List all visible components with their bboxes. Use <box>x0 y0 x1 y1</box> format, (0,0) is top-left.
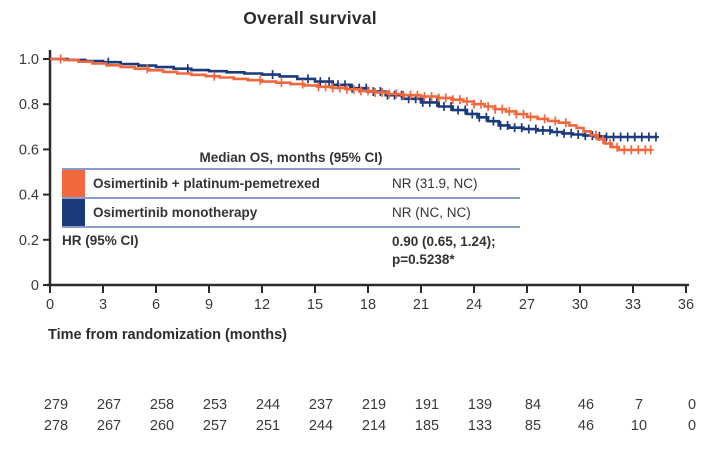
risk-count: 219 <box>362 397 386 413</box>
inset-row-value: NR (31.9, NC) <box>392 176 478 191</box>
x-tick-label: 33 <box>625 297 641 313</box>
inset-table-header: Median OS, months (95% CI) <box>62 149 520 170</box>
x-axis-title: Time from randomization (months) <box>48 327 287 343</box>
x-tick-label: 18 <box>360 297 376 313</box>
x-tick-label: 36 <box>678 297 694 313</box>
x-tick-label: 24 <box>466 297 482 313</box>
x-tick-label: 30 <box>572 297 588 313</box>
inset-median-table: Median OS, months (95% CI) Osimertinib +… <box>62 149 520 268</box>
risk-count: 10 <box>631 418 647 434</box>
y-tick-label: 0.2 <box>19 233 39 249</box>
x-tick-label: 21 <box>413 297 429 313</box>
risk-count: 267 <box>97 418 121 434</box>
risk-count: 278 <box>44 418 68 434</box>
risk-count: 185 <box>415 418 439 434</box>
inset-row-label: Osimertinib monotherapy <box>93 205 258 220</box>
legend-swatch-mono-icon <box>62 199 85 226</box>
legend-swatch-combo-icon <box>62 170 85 197</box>
risk-count: 139 <box>468 397 492 413</box>
inset-row-label: Osimertinib + platinum-pemetrexed <box>93 176 320 191</box>
km-curve-combo <box>50 57 651 152</box>
censor-marks-combo <box>57 54 654 155</box>
x-tick-label: 27 <box>519 297 535 313</box>
risk-count: 0 <box>688 418 696 434</box>
risk-count: 244 <box>256 397 280 413</box>
x-tick-label: 3 <box>99 297 107 313</box>
x-tick-label: 12 <box>254 297 270 313</box>
risk-count: 214 <box>362 418 386 434</box>
risk-count: 251 <box>256 418 280 434</box>
risk-count: 257 <box>203 418 227 434</box>
risk-count: 191 <box>415 397 439 413</box>
risk-count: 133 <box>468 418 492 434</box>
risk-count: 244 <box>309 418 333 434</box>
y-tick-label: 1.0 <box>19 52 39 68</box>
y-tick-label: 0.6 <box>19 142 39 158</box>
x-tick-label: 15 <box>307 297 323 313</box>
chart-title: Overall survival <box>243 8 377 28</box>
hr-value-line2: p=0.5238* <box>392 251 455 267</box>
risk-count: 85 <box>525 418 541 434</box>
y-tick-label: 0 <box>31 278 39 294</box>
inset-hr-row: HR (95% CI) 0.90 (0.65, 1.24); p=0.5238* <box>62 228 520 268</box>
risk-count: 46 <box>578 418 594 434</box>
risk-count: 84 <box>525 397 541 413</box>
y-tick-label: 0.8 <box>19 97 39 113</box>
x-tick-label: 6 <box>152 297 160 313</box>
risk-count: 237 <box>309 397 333 413</box>
risk-count: 46 <box>578 397 594 413</box>
risk-count: 267 <box>97 397 121 413</box>
hr-value: 0.90 (0.65, 1.24); p=0.5238* <box>392 233 520 268</box>
hr-label: HR (95% CI) <box>62 233 139 248</box>
risk-count: 0 <box>688 397 696 413</box>
risk-count: 253 <box>203 397 227 413</box>
hr-value-line1: 0.90 (0.65, 1.24); <box>392 234 496 249</box>
risk-count: 260 <box>150 418 174 434</box>
y-tick-label: 0.4 <box>19 188 39 204</box>
inset-row-value: NR (NC, NC) <box>392 205 471 220</box>
risk-count: 7 <box>635 397 643 413</box>
risk-count: 258 <box>150 397 174 413</box>
x-tick-label: 0 <box>46 297 54 313</box>
x-tick-label: 9 <box>205 297 213 313</box>
inset-row-mono: Osimertinib monotherapy NR (NC, NC) <box>62 199 520 228</box>
risk-count: 279 <box>44 397 68 413</box>
inset-row-combo: Osimertinib + platinum-pemetrexed NR (31… <box>62 170 520 199</box>
